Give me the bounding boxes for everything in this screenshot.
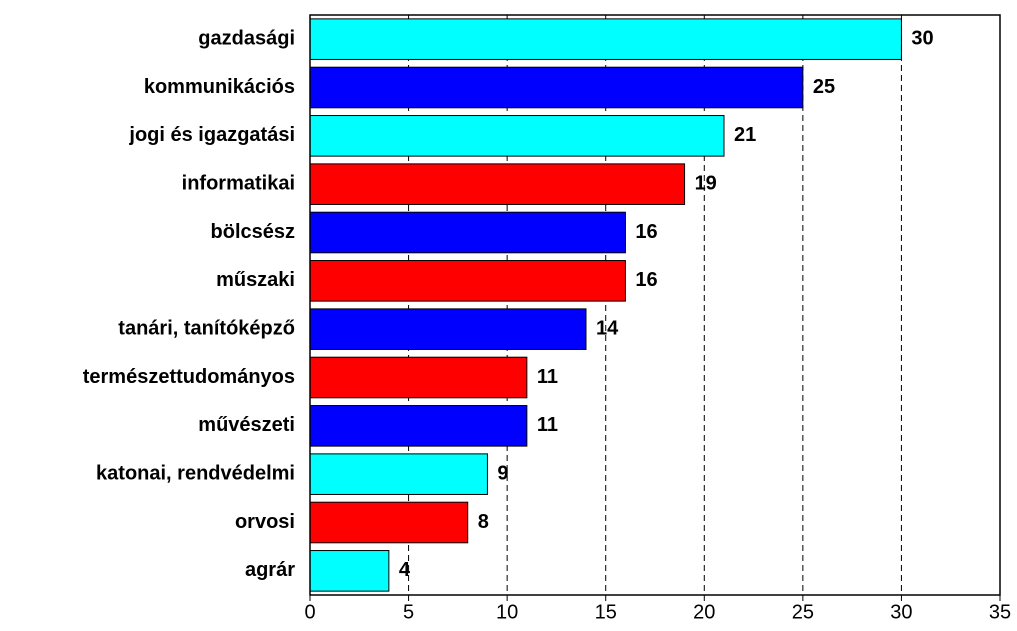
value-label: 19 (695, 172, 717, 194)
x-tick-label: 10 (496, 601, 518, 623)
x-tick-label: 0 (304, 601, 315, 623)
x-tick-label: 30 (890, 601, 912, 623)
y-tick-label: természettudományos (83, 366, 295, 388)
bar (309, 211, 626, 254)
value-label: 11 (537, 414, 558, 436)
value-label: 30 (911, 27, 933, 49)
bar (309, 308, 587, 350)
y-tick-label: tanári, tanítóképző (118, 317, 295, 339)
value-label: 4 (399, 559, 411, 581)
value-label: 25 (813, 76, 835, 98)
value-label: 21 (734, 124, 756, 146)
plot-frame (309, 14, 1001, 596)
x-tick-label: 15 (595, 601, 617, 623)
bar (309, 550, 390, 592)
bar (309, 405, 528, 447)
bar (309, 356, 528, 399)
y-tick-label: orvosi (235, 511, 295, 533)
x-tick-label: 20 (693, 601, 715, 623)
value-label: 8 (478, 511, 489, 533)
y-tick-label: gazdasági (198, 27, 295, 49)
y-tick-label: jogi és igazgatási (128, 124, 295, 146)
bar (309, 163, 686, 205)
y-tick-label: műszaki (216, 269, 295, 291)
value-label: 11 (537, 366, 558, 388)
y-tick-label: művészeti (198, 414, 295, 436)
x-tick-label: 5 (403, 601, 414, 623)
x-tick-label: 25 (792, 601, 814, 623)
bar (309, 453, 488, 495)
x-tick-label: 35 (989, 601, 1011, 623)
bar (309, 18, 902, 60)
value-label: 14 (596, 317, 619, 339)
y-tick-label: informatikai (182, 172, 295, 194)
bar (309, 66, 804, 109)
value-label: 9 (497, 462, 508, 484)
y-tick-label: bölcsész (211, 221, 295, 243)
bar (309, 260, 626, 302)
value-label: 16 (635, 269, 657, 291)
bar (309, 115, 725, 157)
y-tick-label: agrár (245, 559, 295, 581)
value-label: 16 (635, 221, 657, 243)
y-tick-label: kommunikációs (144, 76, 295, 98)
bar (309, 501, 469, 544)
y-tick-label: katonai, rendvédelmi (96, 462, 295, 484)
